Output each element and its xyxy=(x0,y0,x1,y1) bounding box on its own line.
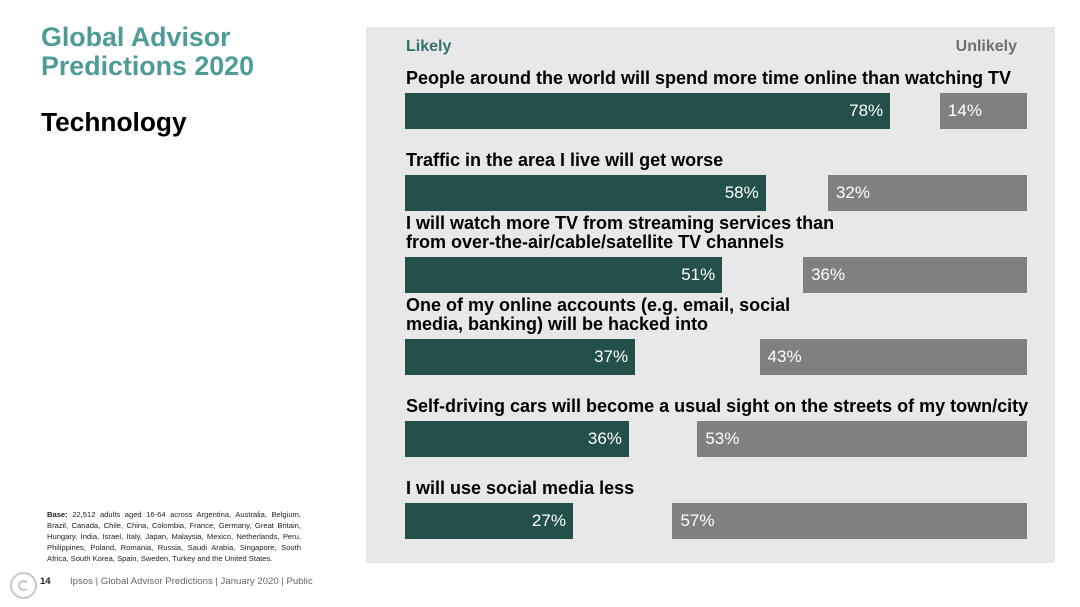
unlikely-value-label: 36% xyxy=(811,265,846,284)
unlikely-bar: 57% xyxy=(672,503,1027,539)
base-text: 22,512 adults aged 16-64 across Argentin… xyxy=(47,510,301,563)
likely-bar: 78% xyxy=(405,93,891,129)
unlikely-bar: 43% xyxy=(759,339,1027,375)
unlikely-value-label: 53% xyxy=(705,429,740,448)
chart-row: People around the world will spend more … xyxy=(366,69,1055,129)
category-label: I will watch more TV from streaming serv… xyxy=(406,213,835,252)
section-title: Technology xyxy=(41,107,187,137)
likely-value-label: 78% xyxy=(849,101,884,120)
title-line-2: Predictions 2020 xyxy=(41,51,254,81)
base-note: Base: 22,512 adults aged 16-64 across Ar… xyxy=(47,509,301,564)
watermark-logo-icon xyxy=(10,572,37,599)
legend-unlikely: Unlikely xyxy=(955,38,1017,55)
unlikely-value-label: 57% xyxy=(680,511,715,530)
unlikely-bar: 32% xyxy=(827,175,1027,211)
chart-row: I will watch more TV from streaming serv… xyxy=(366,214,1055,293)
likely-value-label: 51% xyxy=(681,265,716,284)
unlikely-bar: 14% xyxy=(939,93,1027,129)
legend-likely: Likely xyxy=(406,38,452,55)
likely-value-label: 37% xyxy=(594,347,629,366)
likely-bar: 37% xyxy=(405,339,636,375)
category-label: One of my online accounts (e.g. email, s… xyxy=(406,295,791,334)
slide-title: Global Advisor Predictions 2020 xyxy=(41,23,254,81)
likely-bar: 36% xyxy=(405,421,629,457)
category-label: I will use social media less xyxy=(406,478,635,498)
likely-bar: 58% xyxy=(405,175,766,211)
unlikely-value-label: 32% xyxy=(835,183,870,202)
footer-text: Ipsos | Global Advisor Predictions | Jan… xyxy=(70,576,313,587)
unlikely-bar: 36% xyxy=(803,257,1027,293)
chart-row: One of my online accounts (e.g. email, s… xyxy=(366,296,1055,375)
category-label: People around the world will spend more … xyxy=(406,68,1012,88)
title-line-1: Global Advisor xyxy=(41,22,231,52)
likely-value-label: 27% xyxy=(531,511,566,530)
chart-row: Self-driving cars will become a usual si… xyxy=(366,397,1055,457)
category-label: Traffic in the area I live will get wors… xyxy=(406,150,724,170)
chart-panel: Likely Unlikely People around the world … xyxy=(366,27,1055,563)
unlikely-value-label: 14% xyxy=(947,101,982,120)
unlikely-bar: 53% xyxy=(697,421,1027,457)
watermark-inner-mark xyxy=(18,580,29,591)
likely-bar: 51% xyxy=(405,257,723,293)
slide-footer: 14 Ipsos | Global Advisor Predictions | … xyxy=(40,576,330,588)
base-label: Base: xyxy=(47,510,68,519)
page-number: 14 xyxy=(40,576,51,587)
category-label: Self-driving cars will become a usual si… xyxy=(406,396,1029,416)
likely-value-label: 36% xyxy=(587,429,622,448)
chart-row: Traffic in the area I live will get wors… xyxy=(366,151,1055,211)
likely-bar: 27% xyxy=(405,503,573,539)
likely-value-label: 58% xyxy=(724,183,759,202)
chart-row: I will use social media less 27% 57% xyxy=(366,479,1055,539)
unlikely-value-label: 43% xyxy=(767,347,802,366)
